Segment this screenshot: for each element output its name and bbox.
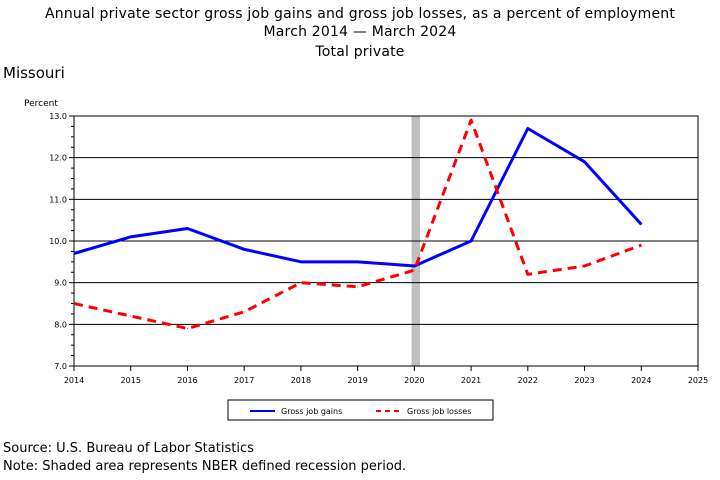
x-tick-label: 2017 xyxy=(234,376,254,385)
x-tick-label: 2020 xyxy=(404,376,424,385)
data-point-gains xyxy=(243,248,245,250)
y-tick-label: 8.0 xyxy=(54,320,67,329)
x-tick-label: 2014 xyxy=(64,376,84,385)
data-point-gains xyxy=(130,236,132,238)
x-tick-label: 2016 xyxy=(177,376,197,385)
chart-date-range: March 2014 — March 2024 xyxy=(263,24,457,40)
data-point-losses xyxy=(73,303,75,304)
data-point-losses xyxy=(584,265,586,267)
y-tick-label: 12.0 xyxy=(49,154,67,163)
data-point-losses xyxy=(357,286,359,288)
y-tick-label: 10.0 xyxy=(49,237,67,246)
y-tick-label: 13.0 xyxy=(49,112,67,121)
data-point-gains xyxy=(73,253,75,254)
x-tick-label: 2021 xyxy=(461,376,481,385)
data-point-losses xyxy=(527,273,529,275)
data-point-gains xyxy=(300,261,302,263)
data-point-gains xyxy=(527,128,529,129)
legend-label-gains: Gross job gains xyxy=(281,407,342,416)
y-tick-label: 9.0 xyxy=(54,279,67,288)
data-point-losses xyxy=(243,311,245,313)
y-tick-label: 7.0 xyxy=(54,362,67,371)
series-line-losses xyxy=(73,118,642,330)
data-point-losses xyxy=(300,282,302,284)
y-axis-label: Percent xyxy=(24,99,58,109)
y-tick-label: 11.0 xyxy=(49,195,67,204)
data-point-gains xyxy=(413,265,415,267)
series-line-gains xyxy=(73,127,643,268)
legend-label-losses: Gross job losses xyxy=(407,407,471,416)
x-tick-label: 2018 xyxy=(291,376,311,385)
data-point-gains xyxy=(470,240,472,242)
data-point-losses xyxy=(130,315,132,317)
x-tick-label: 2023 xyxy=(574,376,594,385)
data-point-gains xyxy=(357,261,359,263)
data-point-losses xyxy=(470,119,472,121)
x-tick-label: 2022 xyxy=(518,376,538,385)
data-point-losses xyxy=(640,244,642,246)
x-tick-label: 2015 xyxy=(121,376,141,385)
recession-note: Note: Shaded area represents NBER define… xyxy=(3,459,407,474)
x-tick-label: 2025 xyxy=(688,376,708,385)
data-point-losses xyxy=(186,328,188,329)
chart-title: Annual private sector gross job gains an… xyxy=(44,6,676,22)
source-note: Source: U.S. Bureau of Labor Statistics xyxy=(3,441,254,456)
x-tick-label: 2019 xyxy=(347,376,367,385)
data-point-losses xyxy=(413,269,415,271)
data-point-gains xyxy=(186,228,188,229)
data-point-gains xyxy=(584,161,586,163)
data-point-gains xyxy=(640,223,642,225)
legend-box xyxy=(227,399,494,421)
x-tick-label: 2024 xyxy=(631,376,651,385)
chart-subtitle: Total private xyxy=(315,44,405,60)
region-label: Missouri xyxy=(3,64,65,82)
